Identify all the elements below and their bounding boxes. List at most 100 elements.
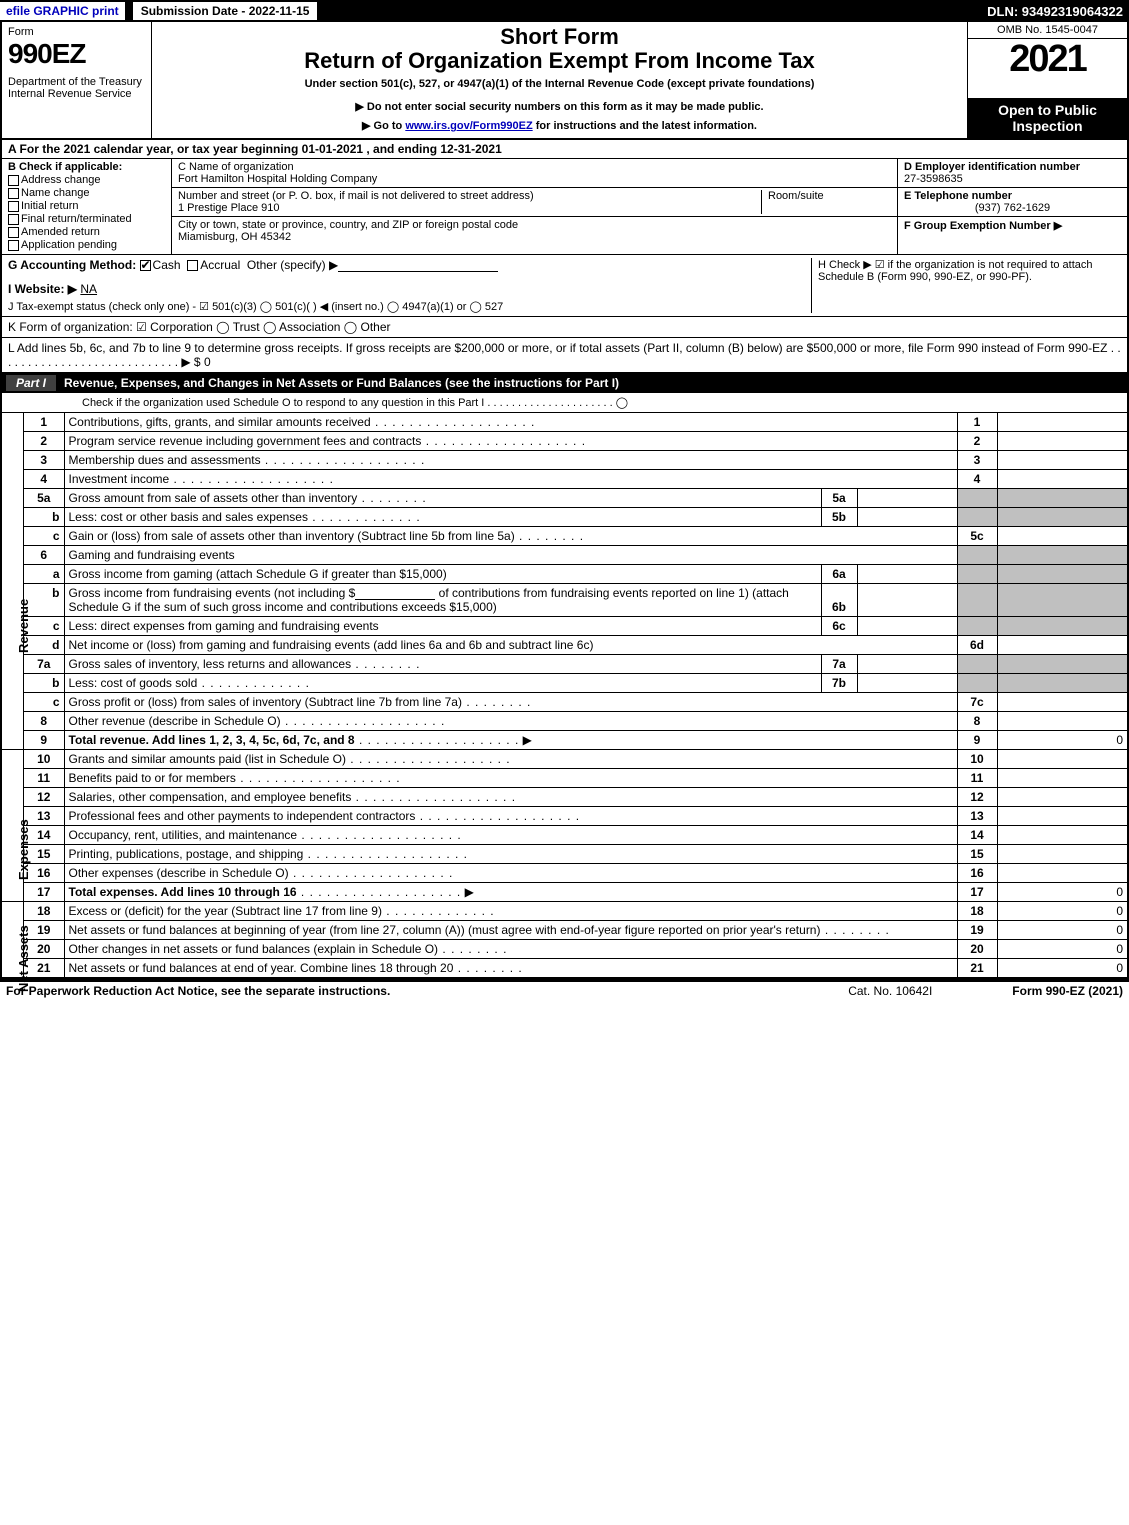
l20-desc: Other changes in net assets or fund bala… bbox=[64, 940, 957, 959]
line-19: 19Net assets or fund balances at beginni… bbox=[24, 921, 1127, 940]
phone-label: E Telephone number bbox=[904, 190, 1121, 202]
l11-desc: Benefits paid to or for members bbox=[64, 769, 957, 788]
group-exemption-block: F Group Exemption Number ▶ bbox=[898, 217, 1127, 254]
cb-final-return[interactable]: Final return/terminated bbox=[8, 213, 165, 225]
org-street-row: Number and street (or P. O. box, if mail… bbox=[172, 188, 897, 217]
org-city-row: City or town, state or province, country… bbox=[172, 217, 897, 254]
l7b-desc: Less: cost of goods sold bbox=[64, 674, 821, 693]
line-1: 1Contributions, gifts, grants, and simil… bbox=[24, 413, 1127, 432]
open-to-public: Open to Public Inspection bbox=[968, 98, 1127, 138]
accrual-label: Accrual bbox=[200, 258, 240, 272]
cb-name-change[interactable]: Name change bbox=[8, 187, 165, 199]
cb-application-pending[interactable]: Application pending bbox=[8, 239, 165, 251]
street-value: 1 Prestige Place 910 bbox=[178, 202, 761, 214]
l9-desc: Total revenue. Add lines 1, 2, 3, 4, 5c,… bbox=[69, 733, 355, 747]
goto-prefix: ▶ Go to bbox=[362, 120, 405, 132]
l6-desc: Gaming and fundraising events bbox=[64, 546, 957, 565]
line-10: 10Grants and similar amounts paid (list … bbox=[24, 750, 1127, 769]
l6d-desc: Net income or (loss) from gaming and fun… bbox=[64, 636, 957, 655]
cb-label: Amended return bbox=[21, 226, 100, 238]
cb-address-change[interactable]: Address change bbox=[8, 174, 165, 186]
irs-link[interactable]: www.irs.gov/Form990EZ bbox=[405, 120, 532, 132]
l13-desc: Professional fees and other payments to … bbox=[64, 807, 957, 826]
footer-cat: Cat. No. 10642I bbox=[848, 984, 932, 998]
l18-value: 0 bbox=[997, 902, 1127, 921]
cb-cash[interactable] bbox=[140, 260, 151, 271]
l16-desc: Other expenses (describe in Schedule O) bbox=[64, 864, 957, 883]
part1-title: Revenue, Expenses, and Changes in Net As… bbox=[64, 376, 619, 390]
l20-value: 0 bbox=[997, 940, 1127, 959]
form-header: Form 990EZ Department of the Treasury In… bbox=[0, 22, 1129, 140]
other-specify-input[interactable] bbox=[338, 260, 498, 272]
page-footer: For Paperwork Reduction Act Notice, see … bbox=[0, 980, 1129, 1000]
expenses-side-label: Expenses bbox=[2, 750, 24, 902]
ein-value: 27-3598635 bbox=[904, 173, 1121, 185]
l8-desc: Other revenue (describe in Schedule O) bbox=[64, 712, 957, 731]
efile-print-link[interactable]: efile GRAPHIC print bbox=[0, 2, 125, 20]
department: Department of the Treasury Internal Reve… bbox=[8, 76, 145, 100]
phone-block: E Telephone number (937) 762-1629 bbox=[898, 188, 1127, 217]
line-18: 18Excess or (deficit) for the year (Subt… bbox=[24, 902, 1127, 921]
expenses-table: 10Grants and similar amounts paid (list … bbox=[24, 750, 1127, 902]
line-16: 16Other expenses (describe in Schedule O… bbox=[24, 864, 1127, 883]
line-5a: 5aGross amount from sale of assets other… bbox=[24, 489, 1127, 508]
col-c-org: C Name of organization Fort Hamilton Hos… bbox=[172, 159, 897, 254]
cb-label: Application pending bbox=[21, 239, 117, 251]
line-20: 20Other changes in net assets or fund ba… bbox=[24, 940, 1127, 959]
line-5c: cGain or (loss) from sale of assets othe… bbox=[24, 527, 1127, 546]
expenses-section: Expenses 10Grants and similar amounts pa… bbox=[0, 750, 1129, 902]
dln: DLN: 93492319064322 bbox=[987, 4, 1129, 19]
line-6a: aGross income from gaming (attach Schedu… bbox=[24, 565, 1127, 584]
l12-desc: Salaries, other compensation, and employ… bbox=[64, 788, 957, 807]
line-4: 4Investment income4 bbox=[24, 470, 1127, 489]
line-21: 21Net assets or fund balances at end of … bbox=[24, 959, 1127, 978]
cb-accrual[interactable] bbox=[187, 260, 198, 271]
short-form-label: Short Form bbox=[160, 24, 959, 50]
line-g: G Accounting Method: Cash Accrual Other … bbox=[8, 258, 811, 313]
netassets-side-label: Net Assets bbox=[2, 902, 24, 978]
line-6c: cLess: direct expenses from gaming and f… bbox=[24, 617, 1127, 636]
l1-desc: Contributions, gifts, grants, and simila… bbox=[64, 413, 957, 432]
line-6: 6Gaming and fundraising events bbox=[24, 546, 1127, 565]
line-k: K Form of organization: ☑ Corporation ◯ … bbox=[0, 317, 1129, 338]
l19-value: 0 bbox=[997, 921, 1127, 940]
line-7b: bLess: cost of goods sold7b bbox=[24, 674, 1127, 693]
line-6d: dNet income or (loss) from gaming and fu… bbox=[24, 636, 1127, 655]
city-label: City or town, state or province, country… bbox=[178, 219, 518, 231]
header-right: OMB No. 1545-0047 2021 Open to Public In… bbox=[967, 22, 1127, 138]
form-word: Form bbox=[8, 26, 145, 38]
goto-suffix: for instructions and the latest informat… bbox=[533, 120, 757, 132]
row-gh: G Accounting Method: Cash Accrual Other … bbox=[0, 255, 1129, 317]
goto-line: ▶ Go to www.irs.gov/Form990EZ for instru… bbox=[160, 119, 959, 132]
footer-left: For Paperwork Reduction Act Notice, see … bbox=[6, 984, 390, 998]
i-label: I Website: ▶ bbox=[8, 282, 77, 296]
l18-desc: Excess or (deficit) for the year (Subtra… bbox=[64, 902, 957, 921]
line-17: 17Total expenses. Add lines 10 through 1… bbox=[24, 883, 1127, 902]
row-a-tax-year: A For the 2021 calendar year, or tax yea… bbox=[0, 140, 1129, 159]
cb-label: Initial return bbox=[21, 200, 78, 212]
line-7a: 7aGross sales of inventory, less returns… bbox=[24, 655, 1127, 674]
submission-date: Submission Date - 2022-11-15 bbox=[131, 0, 320, 22]
line-2: 2Program service revenue including gover… bbox=[24, 432, 1127, 451]
part1-header: Part I Revenue, Expenses, and Changes in… bbox=[0, 373, 1129, 393]
cb-label: Name change bbox=[21, 187, 90, 199]
ein-label: D Employer identification number bbox=[904, 161, 1121, 173]
l6b-blank[interactable] bbox=[355, 588, 435, 600]
line-7c: cGross profit or (loss) from sales of in… bbox=[24, 693, 1127, 712]
city-value: Miamisburg, OH 45342 bbox=[178, 231, 518, 243]
l19-desc: Net assets or fund balances at beginning… bbox=[64, 921, 957, 940]
cb-initial-return[interactable]: Initial return bbox=[8, 200, 165, 212]
ein-block: D Employer identification number 27-3598… bbox=[898, 159, 1127, 188]
form-number: 990EZ bbox=[8, 38, 145, 70]
line-9: 9Total revenue. Add lines 1, 2, 3, 4, 5c… bbox=[24, 731, 1127, 750]
cb-label: Final return/terminated bbox=[21, 213, 132, 225]
ssn-warning: ▶ Do not enter social security numbers o… bbox=[160, 100, 959, 113]
line-8: 8Other revenue (describe in Schedule O)8 bbox=[24, 712, 1127, 731]
l5a-desc: Gross amount from sale of assets other t… bbox=[64, 489, 821, 508]
cb-amended-return[interactable]: Amended return bbox=[8, 226, 165, 238]
footer-right: Form 990-EZ (2021) bbox=[1012, 984, 1123, 998]
org-name: Fort Hamilton Hospital Holding Company bbox=[178, 173, 377, 185]
line-14: 14Occupancy, rent, utilities, and mainte… bbox=[24, 826, 1127, 845]
street-label: Number and street (or P. O. box, if mail… bbox=[178, 190, 761, 202]
l6c-desc: Less: direct expenses from gaming and fu… bbox=[64, 617, 821, 636]
